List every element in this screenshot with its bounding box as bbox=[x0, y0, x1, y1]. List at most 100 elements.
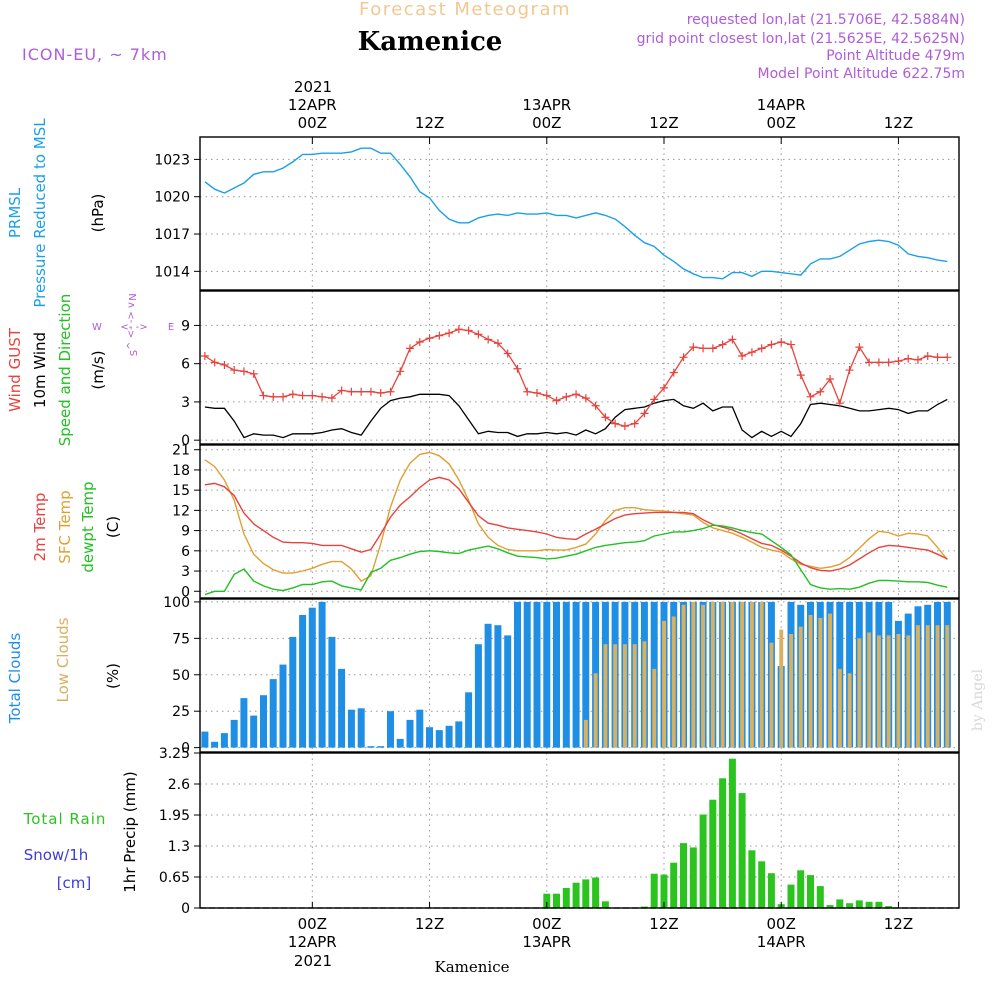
rain-bar bbox=[670, 862, 678, 908]
low-cloud-bar bbox=[857, 638, 862, 748]
wind-gust-marker bbox=[865, 358, 874, 367]
top-hour-label: 12Z bbox=[649, 114, 678, 132]
low-cloud-bar bbox=[681, 604, 686, 748]
total-cloud-bar bbox=[426, 727, 433, 748]
clouds-low-label: Low Clouds bbox=[54, 617, 72, 702]
clouds-panel: 0 25 50 75 100 bbox=[163, 595, 959, 757]
wind-gust-marker bbox=[591, 401, 600, 410]
rain-bar bbox=[562, 888, 570, 908]
wind-gust-label: Wind GUST bbox=[6, 327, 24, 412]
total-cloud-bar bbox=[533, 601, 541, 748]
rain-bar bbox=[807, 875, 814, 908]
temp-2m-label: 2m Temp bbox=[31, 493, 49, 562]
rain-bar bbox=[601, 901, 609, 908]
wind-gust-marker bbox=[738, 352, 747, 361]
wind-ytick-label: 6 bbox=[181, 357, 190, 373]
pressure-ytick-label: 1014 bbox=[154, 264, 190, 280]
total-cloud-bar bbox=[250, 715, 258, 748]
total-cloud-bar bbox=[377, 746, 385, 748]
low-cloud-bar bbox=[769, 642, 774, 748]
rain-bar bbox=[572, 882, 580, 908]
low-cloud-bar bbox=[925, 625, 930, 748]
rain-bar bbox=[553, 893, 560, 908]
compass-e: E bbox=[168, 322, 174, 333]
precip-panel: 0 0.65 1.3 1.95 2.6 3.25 bbox=[159, 746, 959, 917]
clouds-frame bbox=[199, 598, 960, 753]
bottom-date-label: 13APR bbox=[522, 933, 571, 951]
total-cloud-bar bbox=[523, 601, 531, 748]
precip-ytick-label: 1.3 bbox=[168, 839, 190, 855]
wind-gust-marker bbox=[376, 389, 385, 397]
compass-w: W bbox=[92, 322, 102, 333]
top-hour-label: 00Z bbox=[767, 114, 796, 132]
temperature-ytick-label: 15 bbox=[172, 483, 190, 499]
pressure-ytick-label: 1020 bbox=[154, 190, 190, 206]
temperature-panel: 0 3 6 9 12 15 18 21 bbox=[172, 443, 959, 600]
low-cloud-bar bbox=[642, 641, 647, 748]
wind-gust-marker bbox=[269, 392, 278, 401]
low-cloud-bar bbox=[710, 601, 715, 748]
wind-gust-marker bbox=[200, 352, 209, 361]
wind-gust-marker bbox=[640, 409, 649, 418]
wind-gust-marker bbox=[767, 340, 776, 349]
rain-bar bbox=[855, 900, 863, 908]
wind-gust-marker bbox=[533, 389, 542, 397]
rain-bar bbox=[816, 886, 824, 908]
wind-speed-label: Speed and Direction bbox=[56, 294, 74, 447]
wind-gust-marker bbox=[415, 338, 424, 346]
wind-gust-marker bbox=[337, 386, 346, 395]
wind-gust-marker bbox=[796, 371, 805, 380]
wind-gust-line bbox=[204, 328, 948, 427]
wind-gust-marker bbox=[689, 343, 698, 352]
total-cloud-bar bbox=[230, 719, 238, 748]
model-altitude: Model Point Altitude 622.75m bbox=[758, 66, 965, 82]
top-hour-label: 00Z bbox=[298, 114, 327, 132]
compass-n: N bbox=[128, 293, 139, 300]
total-cloud-bar bbox=[406, 719, 414, 748]
temperature-ytick-label: 18 bbox=[172, 463, 190, 479]
wind-gust-marker bbox=[288, 390, 297, 399]
low-cloud-bar bbox=[867, 632, 872, 748]
low-cloud-bar bbox=[720, 601, 725, 748]
bottom-hour-label: 12Z bbox=[415, 915, 444, 933]
pressure-label-1: PRMSL bbox=[6, 187, 24, 238]
wind-gust-marker bbox=[923, 352, 932, 361]
total-cloud-bar bbox=[572, 601, 580, 748]
wind-gust-marker bbox=[884, 358, 893, 367]
clouds-ytick-label: 25 bbox=[172, 704, 190, 720]
rain-bar bbox=[728, 758, 736, 908]
wind-gust-marker bbox=[630, 419, 639, 428]
total-cloud-bar bbox=[338, 668, 346, 748]
wind-gust-marker bbox=[230, 366, 239, 375]
wind-gust-marker bbox=[806, 392, 815, 401]
temperature-ytick-label: 0 bbox=[181, 584, 190, 600]
rain-bar bbox=[738, 793, 746, 908]
compass-rose: W <- -> E ^ <- -> v N S bbox=[92, 293, 174, 356]
low-cloud-bar bbox=[828, 613, 832, 748]
rain-bar bbox=[680, 843, 687, 908]
total-cloud-bar bbox=[308, 607, 316, 748]
wind-gust-marker bbox=[445, 329, 454, 338]
wind-gust-marker bbox=[406, 344, 415, 353]
total-cloud-bar bbox=[289, 636, 297, 748]
compass-ns-arrow: ^ <- -> v bbox=[126, 302, 137, 350]
wind-gust-marker bbox=[757, 344, 766, 353]
rain-bar bbox=[689, 847, 697, 908]
low-cloud-bar bbox=[652, 668, 657, 748]
wind-gust-marker bbox=[239, 367, 248, 376]
temp-2m-line bbox=[204, 476, 948, 572]
requested-coords: requested lon,lat (21.5706E, 42.5884N) bbox=[687, 12, 965, 28]
low-cloud-bar bbox=[886, 635, 891, 748]
total-cloud-bar bbox=[474, 644, 482, 748]
wind-gust-marker bbox=[484, 335, 493, 344]
wind-gust-marker bbox=[249, 369, 258, 378]
wind-gust-marker bbox=[747, 348, 756, 357]
wind-frame bbox=[199, 290, 960, 445]
temp-dewpt-label: dewpt Temp bbox=[79, 481, 97, 572]
pressure-label-2: Pressure Reduced to MSL bbox=[31, 118, 49, 308]
top-date-label: 14APR bbox=[757, 96, 806, 114]
wind-gust-marker bbox=[562, 392, 571, 401]
top-hour-label: 12Z bbox=[415, 114, 444, 132]
wind-gust-marker bbox=[347, 387, 356, 396]
